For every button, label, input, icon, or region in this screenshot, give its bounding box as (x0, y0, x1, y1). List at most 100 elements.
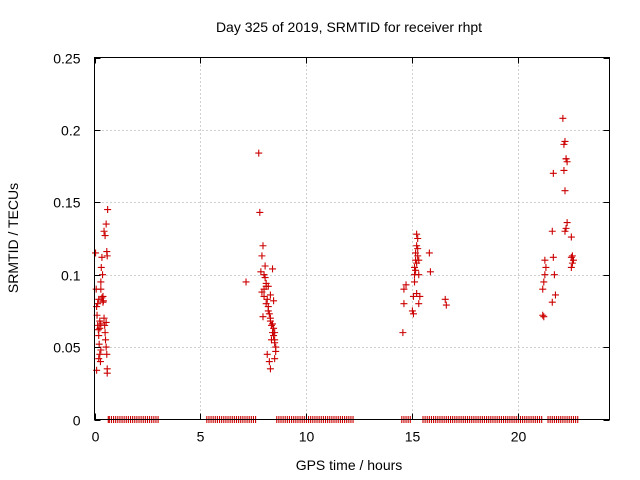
data-point (409, 292, 417, 300)
data-point (262, 300, 270, 308)
data-point (411, 263, 419, 271)
data-point (540, 313, 548, 321)
data-point (102, 343, 110, 351)
data-point (266, 291, 274, 299)
data-point (95, 340, 103, 348)
data-point (98, 253, 106, 261)
data-point (269, 320, 277, 328)
data-point (103, 350, 111, 358)
y-tick-label: 0.05 (53, 340, 80, 356)
data-point (408, 307, 416, 315)
y-tick-label: 0.2 (61, 123, 81, 139)
data-point (560, 140, 568, 148)
data-point (271, 329, 279, 337)
y-tick-label: 0.1 (61, 268, 81, 284)
data-point (95, 332, 103, 340)
x-tick-label: 0 (92, 429, 100, 445)
data-point (242, 278, 250, 286)
data-point (260, 271, 268, 279)
data-point (260, 285, 268, 293)
data-point (100, 227, 108, 235)
data-point (567, 263, 575, 271)
data-point (567, 233, 575, 241)
data-point (95, 355, 103, 363)
x-tick-label: 5 (197, 429, 205, 445)
data-point (271, 355, 279, 363)
data-point (542, 263, 550, 271)
data-point (549, 169, 557, 177)
data-point (100, 314, 108, 322)
data-point (561, 137, 569, 145)
data-point (416, 292, 424, 300)
x-tick-label: 10 (299, 429, 315, 445)
data-point (563, 158, 571, 166)
data-point (269, 265, 277, 273)
data-point (96, 358, 104, 366)
data-point (425, 249, 433, 257)
data-point (257, 268, 265, 276)
data-point (266, 314, 274, 322)
grid-layer (94, 57, 610, 420)
data-point (569, 256, 577, 264)
data-point (103, 252, 111, 260)
data-point (409, 310, 417, 318)
y-axis-label: SRMTID / TECUs (5, 183, 21, 293)
chart-title: Day 325 of 2019, SRMTID for receiver rhp… (216, 19, 482, 35)
data-point (101, 329, 109, 337)
data-point (97, 320, 105, 328)
x-tick-label: 20 (511, 429, 527, 445)
data-point (98, 294, 106, 302)
data-point (411, 278, 419, 286)
data-point (96, 317, 104, 325)
data-point (414, 235, 422, 242)
data-point (96, 324, 104, 332)
data-point (414, 245, 422, 253)
data-point (255, 149, 263, 157)
data-point (102, 336, 110, 344)
data-point (415, 256, 423, 264)
data-point (101, 321, 109, 329)
data-point (95, 295, 103, 303)
data-point (550, 271, 558, 279)
data-point (272, 347, 280, 355)
data-point (414, 252, 422, 260)
data-point (560, 166, 568, 174)
data-point (568, 259, 576, 267)
data-point (402, 281, 410, 289)
data-point (562, 224, 570, 232)
data-point (265, 358, 273, 366)
data-point (548, 227, 556, 235)
data-point (256, 208, 264, 216)
data-point (561, 187, 569, 195)
data-point (548, 298, 556, 306)
data-point (258, 252, 266, 260)
x-tick-label: 15 (405, 429, 421, 445)
y-tick-label: 0.15 (53, 195, 80, 211)
data-point (97, 263, 105, 271)
data-point (97, 346, 105, 354)
y-tick-label: 0.25 (53, 51, 80, 67)
data-point (568, 252, 576, 260)
data-point (264, 282, 272, 290)
plot-frame (94, 57, 610, 420)
data-point (101, 232, 109, 240)
data-point (442, 301, 450, 309)
y-tick-label: 0 (73, 413, 81, 429)
data-point (562, 155, 570, 163)
data-point (400, 285, 408, 293)
data-point (96, 350, 104, 358)
data-point (561, 227, 569, 235)
data-point (412, 266, 420, 274)
data-point (97, 285, 105, 293)
data-point (541, 271, 549, 279)
data-point (541, 256, 549, 264)
data-point (99, 271, 107, 279)
data-point (551, 291, 559, 299)
data-point (261, 262, 269, 270)
data-point (539, 311, 547, 319)
data-points (92, 114, 582, 423)
data-point (259, 242, 267, 250)
data-point (441, 295, 449, 303)
data-point (261, 274, 269, 282)
